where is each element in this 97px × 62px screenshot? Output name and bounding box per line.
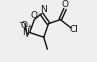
Text: O: O <box>20 21 27 30</box>
Text: O: O <box>61 0 68 9</box>
Text: O: O <box>31 11 38 20</box>
Text: N: N <box>22 28 29 37</box>
Text: −: − <box>18 20 24 26</box>
Text: Cl: Cl <box>70 25 79 34</box>
Text: N: N <box>40 5 47 14</box>
Text: +: + <box>26 24 32 30</box>
